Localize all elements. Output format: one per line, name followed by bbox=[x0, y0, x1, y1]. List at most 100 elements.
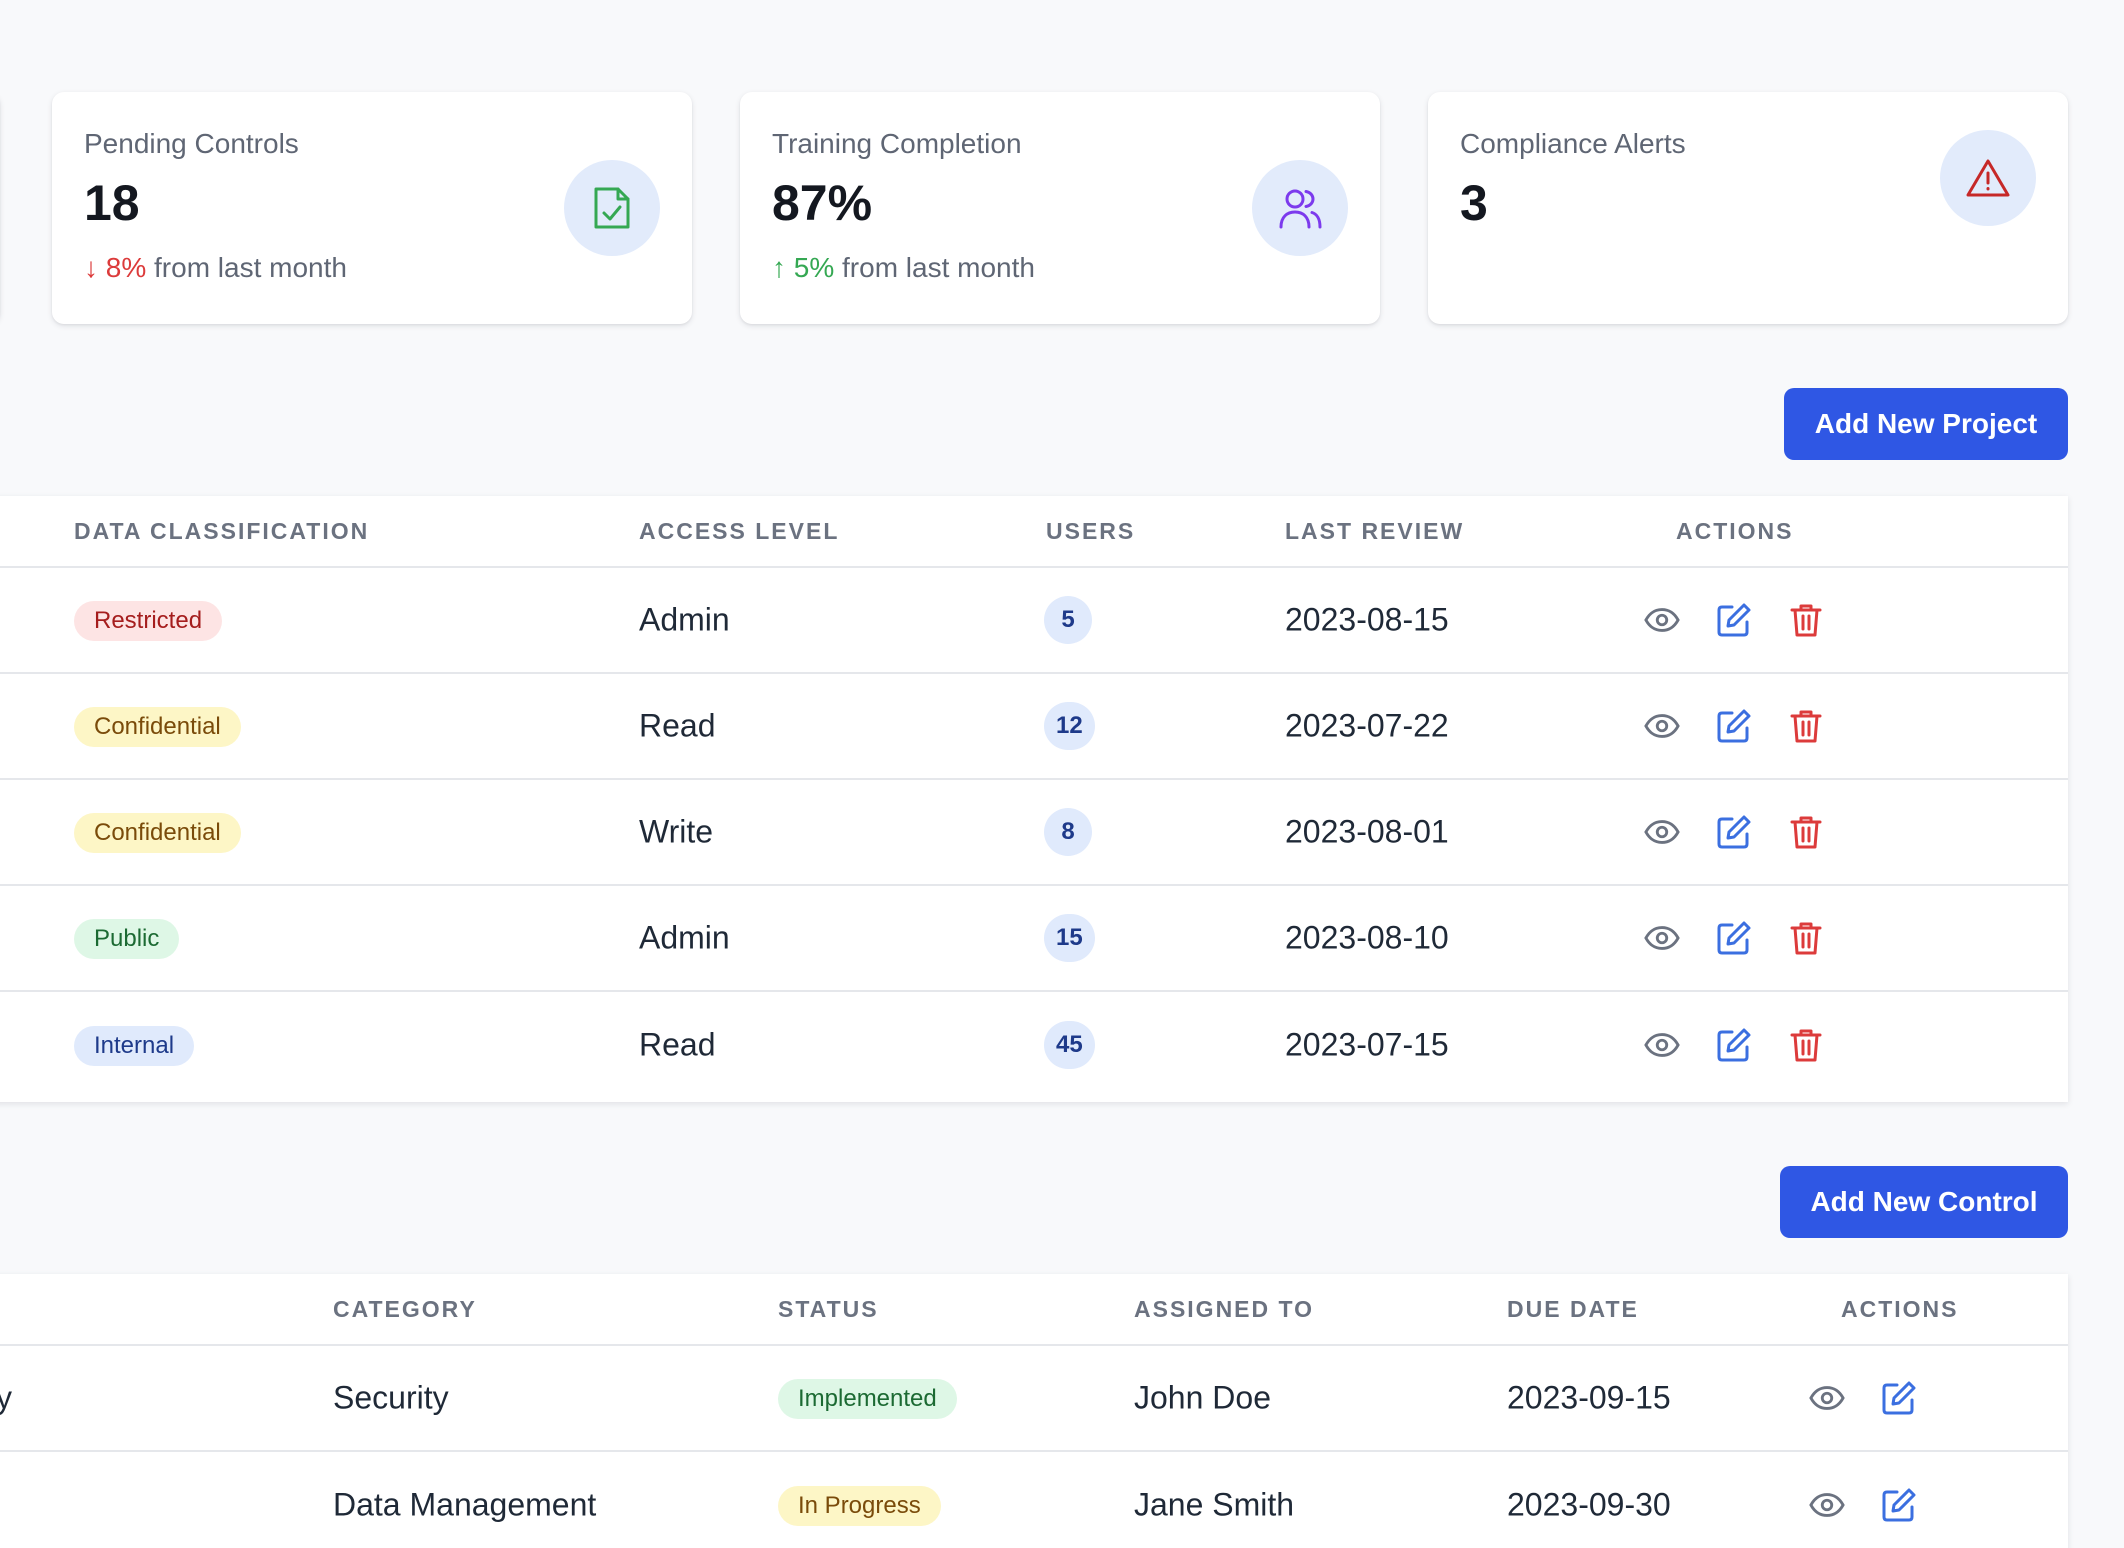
edit-pencil-icon[interactable] bbox=[1716, 602, 1752, 638]
status-badge: In Progress bbox=[778, 1486, 941, 1526]
header-actions: ACTIONS bbox=[1676, 518, 1794, 544]
row-actions bbox=[1644, 920, 1824, 956]
edit-pencil-icon[interactable] bbox=[1881, 1487, 1917, 1523]
view-eye-icon[interactable] bbox=[1644, 920, 1680, 956]
last-review-cell: 2023-07-15 bbox=[1285, 1026, 1449, 1063]
card-value: 87% bbox=[772, 175, 873, 231]
document-check-icon bbox=[564, 160, 660, 256]
classification-badge: Restricted bbox=[74, 601, 223, 641]
access-level-cell: Read bbox=[639, 707, 716, 744]
trend-percent: 5% bbox=[793, 252, 835, 283]
table-row: Data Management In Progress Jane Smith 2… bbox=[0, 1452, 2068, 1548]
trend-down-arrow-icon: ↓ bbox=[84, 252, 98, 283]
header-access-level[interactable]: ACCESS LEVEL bbox=[639, 518, 840, 544]
users-count-badge: 12 bbox=[1044, 702, 1095, 750]
status-cell: In Progress bbox=[778, 1484, 941, 1526]
table-header: CATEGORY STATUS ASSIGNED TO DUE DATE ACT… bbox=[0, 1274, 2068, 1346]
view-eye-icon[interactable] bbox=[1644, 1027, 1680, 1063]
table-header: DATA CLASSIFICATION ACCESS LEVEL USERS L… bbox=[0, 496, 2068, 568]
users-cell: 12 bbox=[1044, 702, 1095, 750]
row-actions bbox=[1644, 814, 1824, 850]
controls-table: CATEGORY STATUS ASSIGNED TO DUE DATE ACT… bbox=[0, 1274, 2068, 1548]
view-eye-icon[interactable] bbox=[1644, 814, 1680, 850]
warning-triangle-icon bbox=[1940, 130, 2036, 226]
last-review-cell: 2023-08-15 bbox=[1285, 601, 1449, 638]
delete-trash-icon[interactable] bbox=[1788, 1027, 1824, 1063]
classification-cell: Public bbox=[74, 917, 180, 959]
classification-badge: Confidential bbox=[74, 707, 241, 747]
card-value: 18 bbox=[84, 175, 140, 231]
card-label: Pending Controls bbox=[84, 128, 299, 159]
access-level-cell: Admin bbox=[639, 601, 730, 638]
last-review-cell: 2023-08-10 bbox=[1285, 919, 1449, 956]
header-actions: ACTIONS bbox=[1841, 1296, 1959, 1322]
classification-badge: Public bbox=[74, 919, 180, 959]
add-new-project-button[interactable]: Add New Project bbox=[1784, 388, 2068, 460]
users-count-badge: 5 bbox=[1044, 596, 1092, 644]
last-review-cell: 2023-08-01 bbox=[1285, 813, 1449, 850]
header-assigned-to[interactable]: ASSIGNED TO bbox=[1134, 1296, 1315, 1322]
row-actions bbox=[1644, 708, 1824, 744]
edit-pencil-icon[interactable] bbox=[1716, 708, 1752, 744]
trend-up-arrow-icon: ↑ bbox=[772, 252, 786, 283]
view-eye-icon[interactable] bbox=[1809, 1380, 1845, 1416]
card-trend: ↓ 8% from last month bbox=[84, 252, 347, 284]
stat-card-compliance-alerts: Compliance Alerts 3 bbox=[1428, 92, 2068, 324]
status-badge: Implemented bbox=[778, 1379, 957, 1419]
table-row: Confidential Read 12 2023-07-22 bbox=[0, 674, 2068, 780]
users-count-badge: 15 bbox=[1044, 914, 1095, 962]
row-actions bbox=[1809, 1380, 1917, 1416]
table-row: y Security Implemented John Doe 2023-09-… bbox=[0, 1346, 2068, 1452]
trend-text: from last month bbox=[154, 252, 347, 283]
access-level-cell: Admin bbox=[639, 919, 730, 956]
due-date-cell: 2023-09-30 bbox=[1507, 1486, 1671, 1523]
users-count-badge: 45 bbox=[1044, 1021, 1095, 1069]
view-eye-icon[interactable] bbox=[1809, 1487, 1845, 1523]
header-due-date[interactable]: DUE DATE bbox=[1507, 1296, 1639, 1322]
trend-text: from last month bbox=[842, 252, 1035, 283]
classification-badge: Internal bbox=[74, 1026, 195, 1066]
header-users[interactable]: USERS bbox=[1046, 518, 1136, 544]
header-data-classification[interactable]: DATA CLASSIFICATION bbox=[74, 518, 370, 544]
table-row: Internal Read 45 2023-07-15 bbox=[0, 992, 2068, 1098]
users-cell: 45 bbox=[1044, 1021, 1095, 1069]
header-last-review[interactable]: LAST REVIEW bbox=[1285, 518, 1465, 544]
edit-pencil-icon[interactable] bbox=[1716, 920, 1752, 956]
projects-table: DATA CLASSIFICATION ACCESS LEVEL USERS L… bbox=[0, 496, 2068, 1102]
delete-trash-icon[interactable] bbox=[1788, 814, 1824, 850]
table-row: Confidential Write 8 2023-08-01 bbox=[0, 780, 2068, 886]
users-cell: 8 bbox=[1044, 808, 1092, 856]
edit-pencil-icon[interactable] bbox=[1716, 814, 1752, 850]
card-value: 3 bbox=[1460, 175, 1488, 231]
row-actions bbox=[1809, 1487, 1917, 1523]
classification-cell: Confidential bbox=[74, 811, 241, 853]
add-new-control-button[interactable]: Add New Control bbox=[1780, 1166, 2068, 1238]
view-eye-icon[interactable] bbox=[1644, 602, 1680, 638]
assigned-to-cell: John Doe bbox=[1134, 1379, 1271, 1416]
control-name-cell: y bbox=[0, 1379, 12, 1416]
access-level-cell: Read bbox=[639, 1026, 716, 1063]
table-row: Restricted Admin 5 2023-08-15 bbox=[0, 568, 2068, 674]
classification-cell: Internal bbox=[74, 1024, 195, 1066]
card-trend: ↑ 5% from last month bbox=[772, 252, 1035, 284]
view-eye-icon[interactable] bbox=[1644, 708, 1680, 744]
header-status[interactable]: STATUS bbox=[778, 1296, 879, 1322]
classification-cell: Restricted bbox=[74, 599, 223, 641]
delete-trash-icon[interactable] bbox=[1788, 602, 1824, 638]
users-cell: 5 bbox=[1044, 596, 1092, 644]
edit-pencil-icon[interactable] bbox=[1716, 1027, 1752, 1063]
edit-pencil-icon[interactable] bbox=[1881, 1380, 1917, 1416]
delete-trash-icon[interactable] bbox=[1788, 920, 1824, 956]
users-count-badge: 8 bbox=[1044, 808, 1092, 856]
row-actions bbox=[1644, 1027, 1824, 1063]
users-icon bbox=[1252, 160, 1348, 256]
last-review-cell: 2023-07-22 bbox=[1285, 707, 1449, 744]
header-category[interactable]: CATEGORY bbox=[333, 1296, 477, 1322]
access-level-cell: Write bbox=[639, 813, 714, 850]
delete-trash-icon[interactable] bbox=[1788, 708, 1824, 744]
stat-card-training-completion: Training Completion 87% ↑ 5% from last m… bbox=[740, 92, 1380, 324]
classification-cell: Confidential bbox=[74, 705, 241, 747]
category-cell: Security bbox=[333, 1379, 449, 1416]
status-cell: Implemented bbox=[778, 1377, 957, 1419]
